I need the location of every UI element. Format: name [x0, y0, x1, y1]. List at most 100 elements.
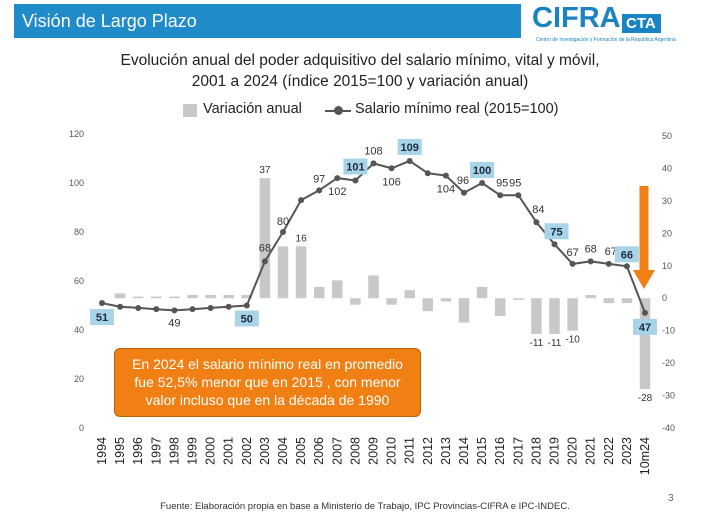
line-point — [117, 303, 124, 310]
x-tick-label: 2015 — [475, 437, 489, 465]
bar-variacion — [169, 296, 180, 299]
index-highlight-box — [614, 246, 639, 263]
x-tick-label: 1994 — [95, 437, 109, 465]
x-tick-label: 2003 — [258, 437, 272, 465]
logo-main-text: CIFRA — [532, 2, 621, 34]
line-point — [135, 304, 142, 311]
arrow-shaft — [639, 186, 649, 270]
x-tick-label: 1995 — [113, 437, 127, 465]
line-data-label: 101 — [346, 162, 364, 174]
line-point — [605, 260, 612, 267]
bar-variacion — [404, 290, 415, 299]
line-data-label: 96 — [457, 175, 469, 187]
bar-variacion — [639, 298, 651, 390]
bar-variacion — [585, 294, 596, 299]
bar-variacion — [350, 298, 361, 305]
y-left-tick-label: 100 — [69, 178, 84, 188]
cifra-logo: CIFRA CTA Centro de Investigación y Form… — [528, 2, 714, 46]
bar-variacion — [132, 296, 144, 299]
y-right-tick-label: -20 — [662, 358, 675, 368]
x-tick-label: 1996 — [131, 437, 145, 465]
line-point — [171, 307, 178, 314]
section-banner — [14, 4, 521, 38]
bar-variacion — [205, 294, 216, 299]
x-tick-label: 2012 — [421, 437, 435, 465]
bar-variacion — [277, 246, 289, 299]
chart-title-line2: 2001 a 2024 (índice 2015=100 y variación… — [191, 73, 529, 90]
line-point — [515, 192, 522, 199]
chart-title-line1: Evolución anual del poder adquisitivo de… — [120, 52, 600, 69]
y-right-tick-label: 30 — [662, 196, 672, 206]
bar-data-label: -11 — [530, 338, 544, 349]
line-data-label: 67 — [566, 247, 578, 259]
logo-badge: CTA — [622, 14, 661, 33]
x-tick-label: 2019 — [548, 437, 562, 465]
x-tick-label: 2013 — [439, 437, 453, 465]
index-highlight-box — [343, 158, 368, 175]
callout-box: En 2024 el salario mínimo real en promed… — [114, 348, 421, 417]
line-data-label: 100 — [473, 165, 491, 177]
line-point — [479, 180, 486, 186]
line-data-label: 66 — [621, 249, 633, 261]
line-point — [497, 192, 504, 199]
x-tick-label: 2021 — [584, 437, 598, 465]
line-point — [99, 300, 105, 307]
bar-variacion — [458, 298, 470, 323]
bar-data-label: -28 — [638, 393, 653, 404]
line-data-label: 102 — [328, 186, 346, 198]
bar-variacion — [313, 286, 325, 299]
y-right-tick-label: 0 — [662, 293, 667, 303]
x-tick-label: 2008 — [348, 437, 362, 465]
x-tick-label: 2009 — [367, 437, 381, 465]
bar-variacion — [114, 293, 126, 299]
line-point — [551, 241, 558, 248]
bar-variacion — [513, 298, 524, 300]
legend-bar-label: Variación anual — [203, 101, 302, 117]
line-point — [461, 189, 467, 196]
x-tick-label: 2011 — [403, 437, 417, 464]
chart-title: Evolución anual del poder adquisitivo de… — [0, 50, 720, 92]
x-tick-label: 10m24 — [638, 437, 652, 475]
line-data-label: 68 — [259, 242, 271, 254]
line-point — [406, 157, 413, 164]
index-highlight-box — [544, 223, 569, 240]
x-tick-label: 1998 — [167, 437, 181, 465]
bar-variacion — [476, 286, 488, 299]
x-tick-label: 2020 — [566, 437, 580, 465]
x-tick-label: 2016 — [493, 437, 507, 465]
bar-variacion — [531, 298, 542, 334]
legend-line-marker — [334, 106, 343, 115]
line-data-label: 97 — [313, 173, 325, 185]
y-right-tick-label: 10 — [662, 261, 672, 271]
line-point — [243, 302, 250, 309]
line-data-label: 84 — [532, 204, 544, 216]
x-tick-label: 2005 — [294, 437, 308, 465]
y-right-tick-label: -40 — [662, 423, 675, 433]
bar-variacion — [567, 298, 578, 331]
line-point — [316, 187, 323, 194]
x-tick-label: 2022 — [602, 437, 616, 465]
bar-variacion — [368, 275, 379, 299]
index-highlight-box — [633, 318, 657, 335]
line-point — [642, 309, 648, 316]
line-point — [189, 306, 196, 313]
bar-variacion — [621, 298, 633, 304]
line-point — [334, 175, 341, 182]
line-data-label: 109 — [401, 142, 419, 154]
index-highlight-box — [470, 162, 495, 178]
index-highlight-box — [234, 310, 259, 327]
line-data-label: 47 — [639, 322, 651, 334]
line-data-label: 49 — [168, 317, 180, 329]
x-tick-label: 2001 — [222, 437, 236, 465]
line-data-label: 80 — [277, 216, 289, 228]
y-left-tick-label: 40 — [74, 325, 84, 335]
source-note: Fuente: Elaboración propia en base a Min… — [160, 501, 570, 512]
bar-variacion — [603, 298, 615, 304]
legend-line-label: Salario mínimo real (2015=100) — [355, 101, 559, 117]
y-left-tick-label: 60 — [74, 276, 84, 286]
line-point — [298, 197, 305, 204]
bar-data-label: 37 — [259, 165, 271, 176]
x-tick-label: 2010 — [385, 437, 399, 465]
x-tick-label: 2007 — [330, 437, 344, 465]
